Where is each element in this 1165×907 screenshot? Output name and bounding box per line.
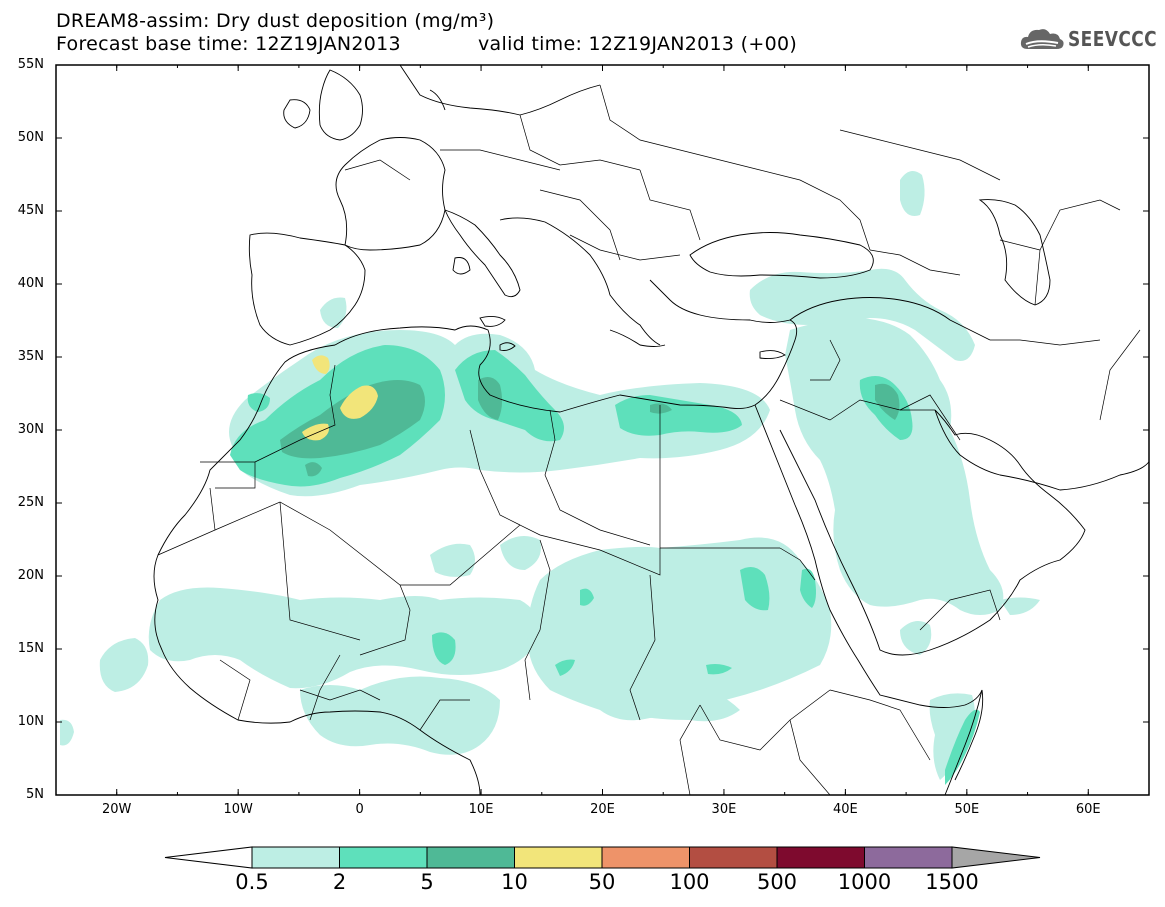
lat-label: 55N	[17, 57, 44, 72]
colorbar-label: 100	[669, 870, 710, 894]
lat-label: 10N	[17, 714, 44, 729]
lon-label: 20W	[102, 802, 132, 817]
colorbar	[164, 846, 1041, 869]
map-title: DREAM8-assim: Dry dust deposition (mg/m³…	[56, 10, 495, 32]
shading-level-0.5	[60, 171, 1040, 780]
colorbar-label: 5	[420, 870, 434, 894]
colorbar-segment	[601, 846, 690, 869]
axis-ticks	[55, 64, 1150, 796]
colorbar-label: 500	[756, 870, 798, 894]
lat-label: 40N	[17, 276, 44, 291]
colorbar-segment	[251, 846, 340, 869]
colorbar-segment	[864, 846, 953, 869]
lat-label: 15N	[17, 641, 44, 656]
coastlines	[153, 65, 1149, 795]
cloud-icon	[1020, 29, 1064, 49]
colorbar-segment	[689, 846, 778, 869]
lon-label: 40E	[832, 802, 858, 817]
colorbar-label: 1500	[925, 870, 979, 894]
lat-label: 30N	[17, 422, 44, 437]
lon-label: 30E	[711, 802, 737, 817]
lon-label: 60E	[1075, 802, 1101, 817]
logo-text: SEEVCCC	[1068, 27, 1158, 51]
lat-label: 50N	[17, 130, 44, 145]
colorbar-label: 0.5	[235, 870, 269, 894]
forecast-base-time: Forecast base time: 12Z19JAN2013	[56, 33, 401, 55]
borders	[157, 84, 1141, 795]
colorbar-segment	[426, 846, 515, 869]
lon-label: 50E	[954, 802, 980, 817]
colorbar-label: 10	[501, 870, 528, 894]
colorbar-label: 2	[332, 870, 347, 894]
lon-label: 20E	[590, 802, 615, 817]
colorbar-under-arrow	[164, 846, 253, 869]
colorbar-segment	[776, 846, 865, 869]
lat-label: 5N	[26, 787, 44, 802]
colorbar-label: 50	[588, 870, 616, 894]
lon-label: 0	[355, 802, 364, 817]
lat-label: 45N	[17, 203, 44, 218]
seevccc-logo: SEEVCCC	[1018, 24, 1165, 54]
lat-label: 35N	[17, 349, 44, 364]
colorbar-over-arrow	[951, 846, 1041, 869]
lon-label: 10W	[223, 802, 253, 817]
colorbar-segment	[339, 846, 428, 869]
lon-label: 10E	[468, 802, 494, 817]
deposition-shading	[60, 171, 1040, 785]
colorbar-segment	[514, 846, 603, 869]
colorbar-label: 1000	[837, 870, 892, 894]
valid-time: valid time: 12Z19JAN2013 (+00)	[478, 33, 798, 55]
lat-label: 20N	[17, 568, 44, 583]
lat-label: 25N	[17, 495, 44, 510]
